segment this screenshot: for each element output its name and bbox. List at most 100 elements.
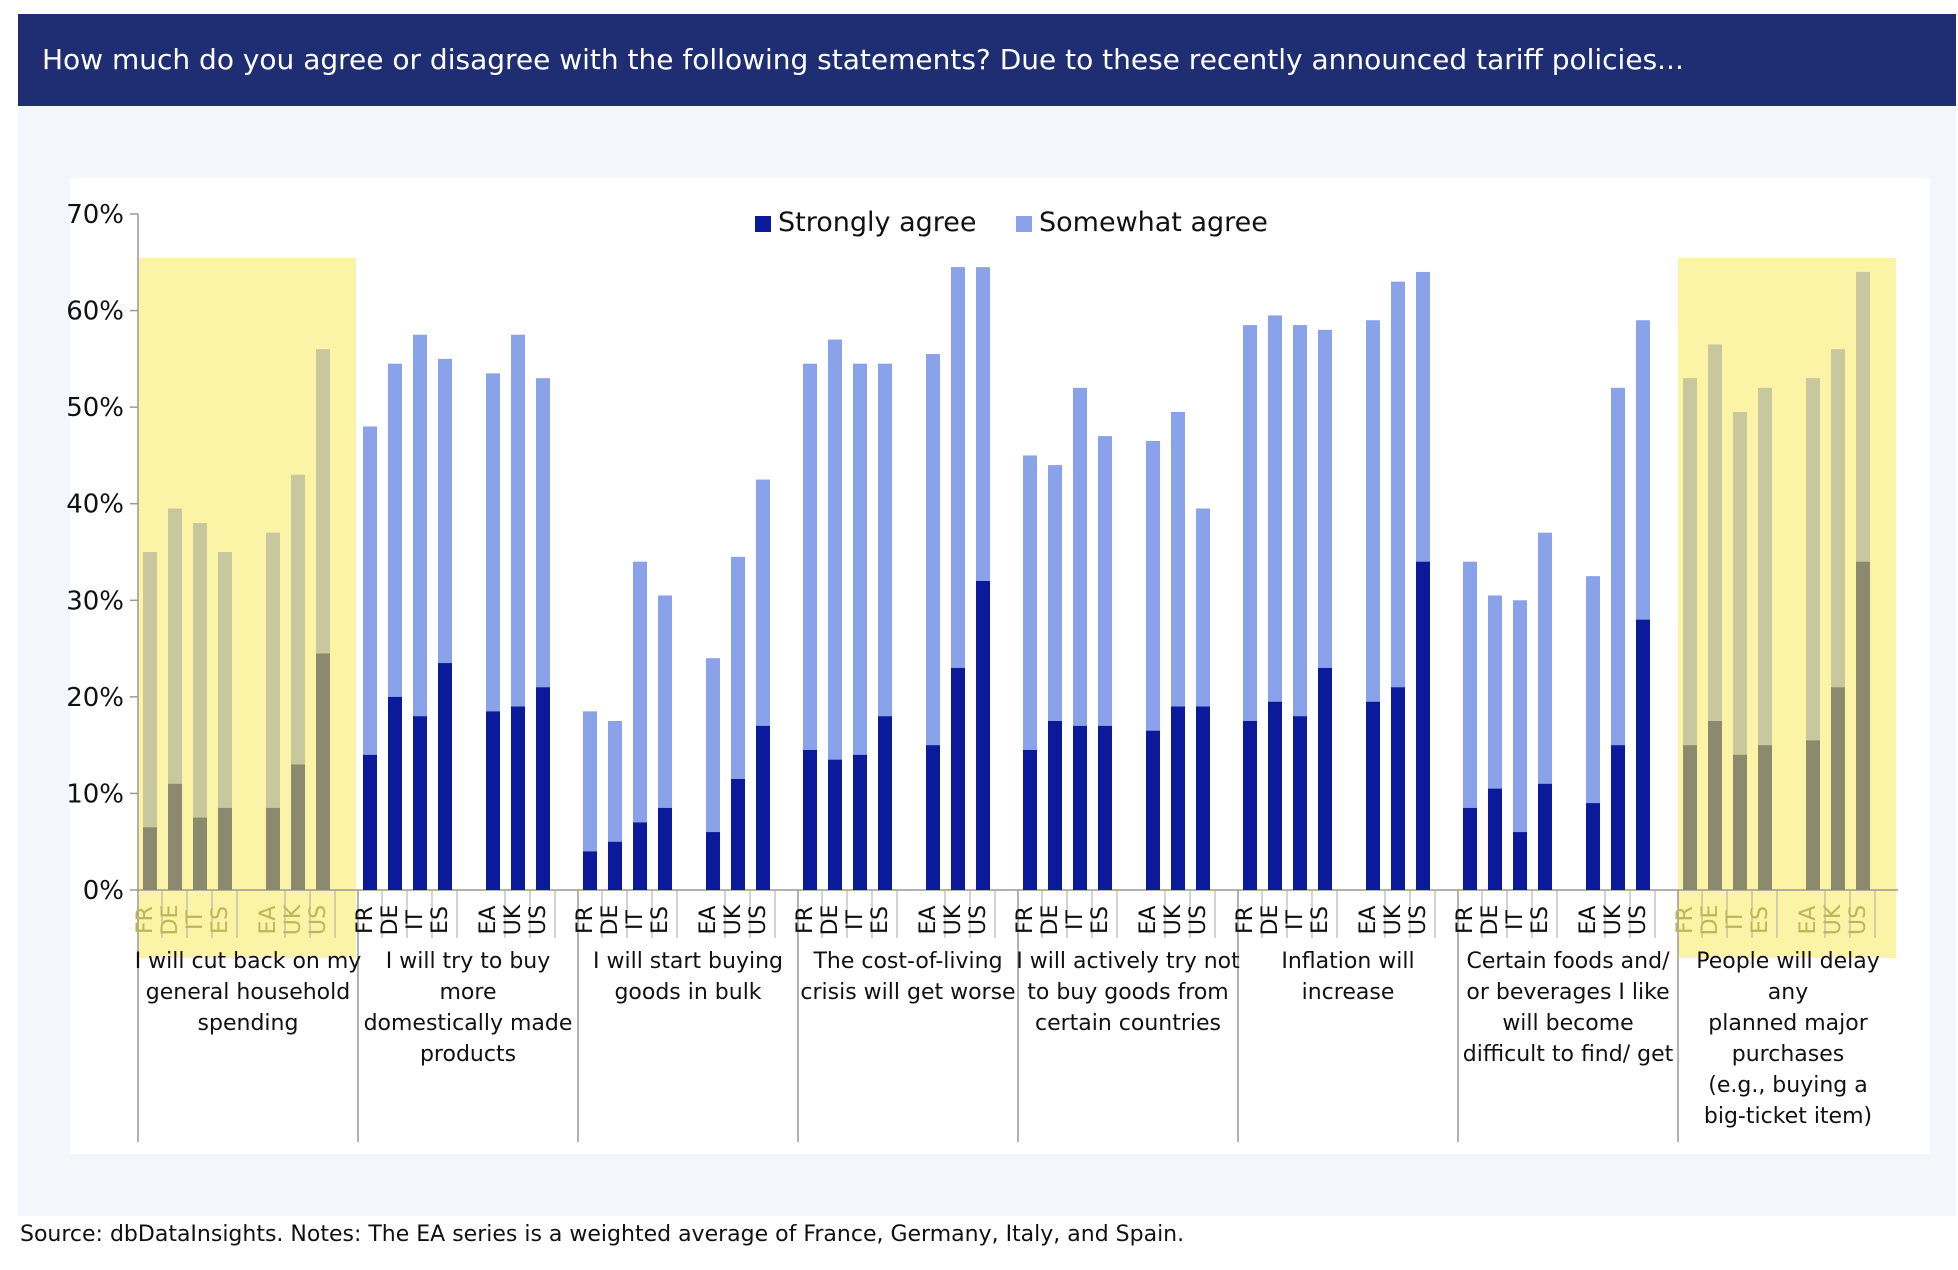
category-label: purchases xyxy=(1732,1042,1844,1067)
sub-category-label: EA xyxy=(1576,906,1601,935)
sub-category-label: IT xyxy=(1063,909,1088,929)
bar-somewhat-agree xyxy=(583,711,597,852)
bar-strongly-agree xyxy=(388,696,402,890)
sub-category-label: FR xyxy=(353,906,378,934)
bar-somewhat-agree xyxy=(1831,349,1845,688)
sub-category-label: FR xyxy=(573,906,598,934)
sub-category-label: IT xyxy=(403,909,428,929)
sub-category-label: DE xyxy=(1038,905,1063,936)
bar-somewhat-agree xyxy=(1538,532,1552,784)
bar-somewhat-agree xyxy=(878,363,892,717)
sub-category-label: FR xyxy=(1233,906,1258,934)
bar-strongly-agree xyxy=(1048,721,1062,890)
bar-strongly-agree xyxy=(1463,807,1477,890)
bar-strongly-agree xyxy=(1856,561,1870,890)
bar-strongly-agree xyxy=(1243,721,1257,890)
category-label: I will start buying xyxy=(593,949,783,974)
bar-somewhat-agree xyxy=(853,363,867,755)
bar-somewhat-agree xyxy=(1171,411,1185,707)
bar-somewhat-agree xyxy=(1708,344,1722,721)
category-label: increase xyxy=(1302,980,1395,1005)
bar-strongly-agree xyxy=(168,783,182,890)
category-label: People will delay xyxy=(1696,949,1880,974)
bar-somewhat-agree xyxy=(706,658,720,833)
sub-category-label: US xyxy=(1406,905,1431,935)
bar-somewhat-agree xyxy=(1268,315,1282,702)
sub-category-label: ES xyxy=(1308,906,1333,934)
bar-strongly-agree xyxy=(143,827,157,890)
bar-somewhat-agree xyxy=(1073,387,1087,726)
sub-category-label: EA xyxy=(696,906,721,935)
category-label: I will actively try not xyxy=(1016,949,1240,974)
category-label: general household xyxy=(146,980,350,1005)
bar-strongly-agree xyxy=(658,807,672,890)
sub-category-label: ES xyxy=(1748,906,1773,934)
sub-category-label: US xyxy=(1186,905,1211,935)
y-tick-label: 30% xyxy=(66,586,124,616)
bar-somewhat-agree xyxy=(1463,561,1477,808)
bar-strongly-agree xyxy=(951,667,965,890)
bar-somewhat-agree xyxy=(1611,387,1625,746)
category-label: big-ticket item) xyxy=(1704,1104,1872,1129)
header-title: How much do you agree or disagree with t… xyxy=(42,43,1684,76)
bar-somewhat-agree xyxy=(1758,387,1772,746)
legend-label-somewhat: Somewhat agree xyxy=(1039,207,1268,238)
sub-category-label: US xyxy=(526,905,551,935)
y-tick-label: 60% xyxy=(66,297,124,327)
bar-somewhat-agree xyxy=(926,354,940,746)
bar-somewhat-agree xyxy=(608,721,622,842)
y-tick-label: 70% xyxy=(66,200,124,230)
sub-category-label: EA xyxy=(1356,906,1381,935)
bar-somewhat-agree xyxy=(486,373,500,712)
chart-panel: 0% 10% 20% 30% 40% 50% 60% 70% FR DE IT ES EA UK US I w… xyxy=(18,106,1956,1216)
sub-category-label: UK xyxy=(281,904,306,935)
bar-strongly-agree xyxy=(1023,749,1037,890)
bar-somewhat-agree xyxy=(1416,271,1430,562)
bar-strongly-agree xyxy=(1073,725,1087,890)
bar-strongly-agree xyxy=(1513,832,1527,890)
bar-strongly-agree xyxy=(608,841,622,890)
bar-strongly-agree xyxy=(1586,803,1600,890)
bar-strongly-agree xyxy=(633,822,647,890)
bar-strongly-agree xyxy=(193,817,207,890)
sub-category-label: EA xyxy=(476,906,501,935)
bar-strongly-agree xyxy=(1318,667,1332,890)
source-note: Source: dbDataInsights. Notes: The EA se… xyxy=(20,1222,1185,1247)
bar-somewhat-agree xyxy=(1048,465,1062,721)
bar-strongly-agree xyxy=(1366,701,1380,890)
stacked-bar-chart: 0%10%20%30%40%50%60%70%FR DE IT ES EA UK USI w… xyxy=(66,178,1930,1154)
bar-strongly-agree xyxy=(756,725,770,890)
sub-category-label: DE xyxy=(1478,905,1503,936)
bar-strongly-agree xyxy=(1708,721,1722,890)
bar-somewhat-agree xyxy=(731,556,745,779)
category-label: planned major xyxy=(1708,1011,1868,1036)
category-label: or beverages I like xyxy=(1466,980,1669,1005)
sub-category-label: US xyxy=(966,905,991,935)
legend-label-strongly: Strongly agree xyxy=(778,207,976,238)
category-label: products xyxy=(420,1042,516,1067)
sub-category-label: US xyxy=(1626,905,1651,935)
bar-strongly-agree xyxy=(363,754,377,890)
bar-somewhat-agree xyxy=(1856,271,1870,562)
legend-swatch-strongly xyxy=(755,216,771,232)
bar-strongly-agree xyxy=(926,745,940,890)
bar-somewhat-agree xyxy=(218,552,232,808)
sub-category-label: UK xyxy=(941,904,966,935)
sub-category-label: UK xyxy=(1381,904,1406,935)
bar-somewhat-agree xyxy=(363,426,377,755)
bar-somewhat-agree xyxy=(1513,600,1527,833)
sub-category-label: DE xyxy=(598,905,623,936)
bar-somewhat-agree xyxy=(388,363,402,697)
bar-somewhat-agree xyxy=(1098,436,1112,726)
sub-category-label: ES xyxy=(428,906,453,934)
category-label: domestically made xyxy=(364,1011,573,1036)
sub-category-label: ES xyxy=(868,906,893,934)
bar-somewhat-agree xyxy=(658,595,672,808)
bar-somewhat-agree xyxy=(1683,378,1697,746)
bar-somewhat-agree xyxy=(828,339,842,760)
bar-strongly-agree xyxy=(803,749,817,890)
bar-strongly-agree xyxy=(413,716,427,890)
bar-strongly-agree xyxy=(1683,745,1697,890)
bar-strongly-agree xyxy=(706,832,720,890)
sub-category-label: US xyxy=(746,905,771,935)
